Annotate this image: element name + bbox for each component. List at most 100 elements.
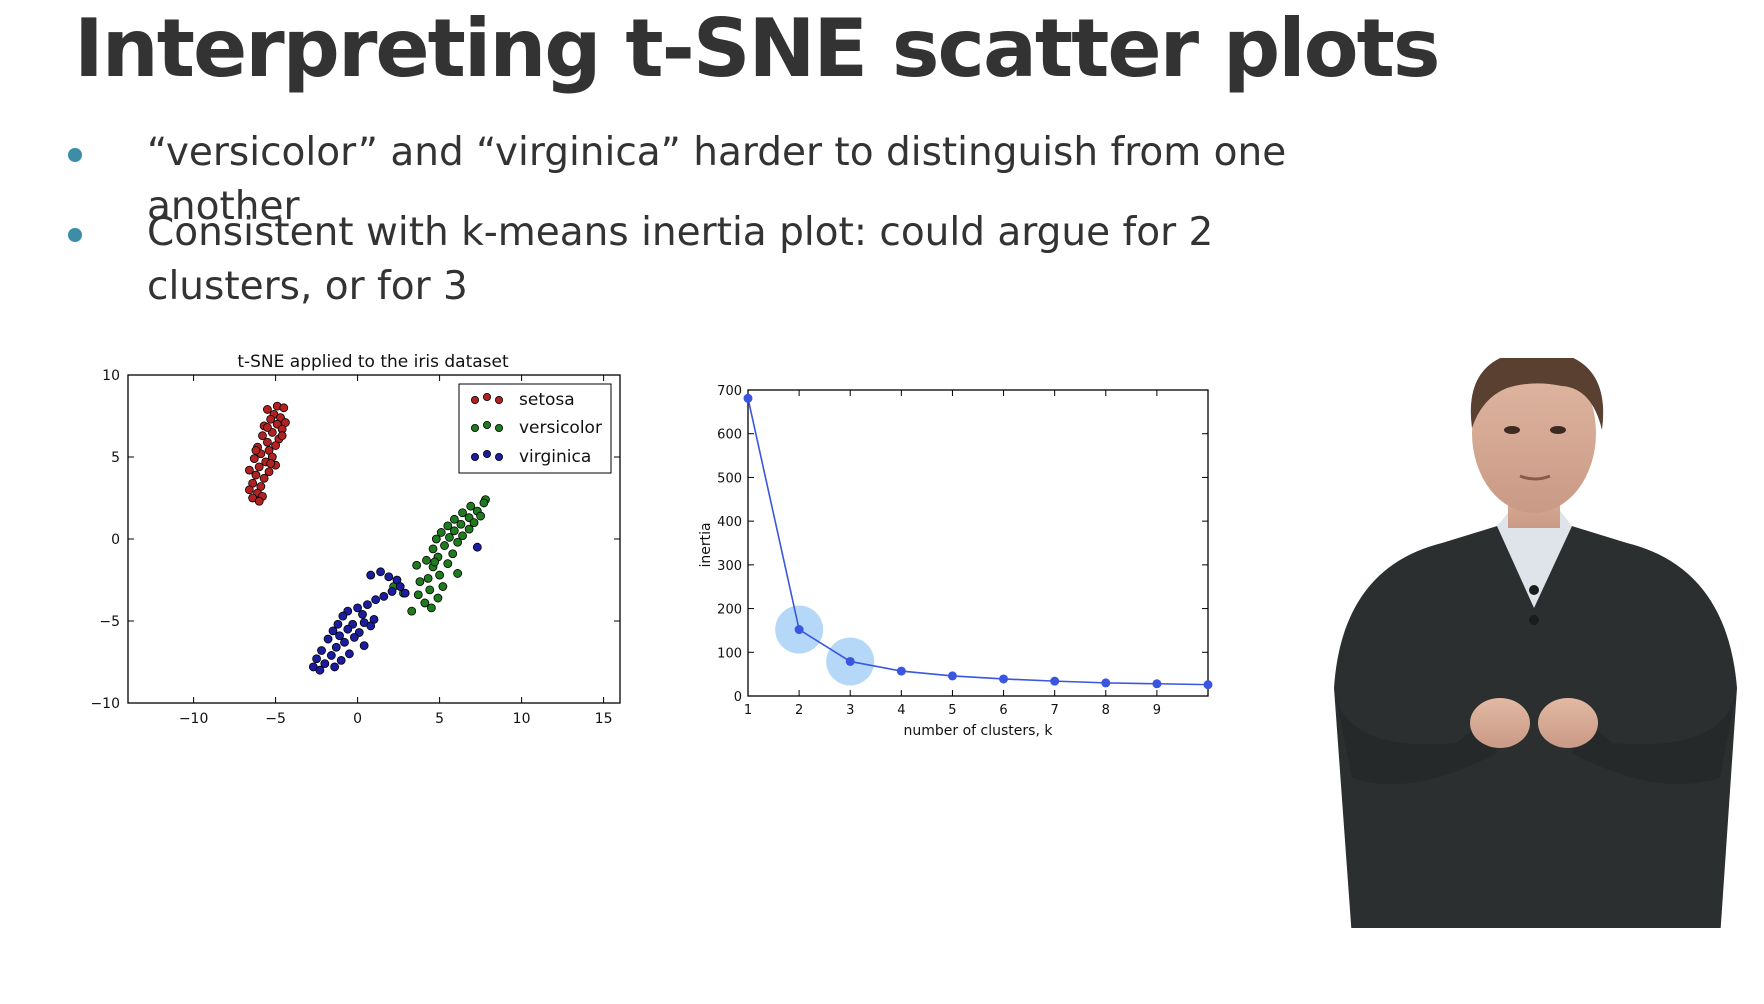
point-versicolor	[412, 560, 422, 570]
point-virginica	[340, 637, 349, 647]
legend: setosa versicolor virginica	[458, 383, 612, 474]
inertia-point	[743, 393, 753, 403]
inertia-elbow-chart: 1 2 3 4 5 6 7 8 9 0 100 200 300 400 500 600 700 number o…	[698, 384, 1213, 739]
point-virginica	[358, 610, 367, 619]
point-virginica	[359, 641, 369, 651]
point-setosa	[258, 431, 267, 441]
y-tick-label: 0	[734, 690, 742, 705]
x-tick-label: 2	[795, 703, 803, 718]
point-setosa	[244, 465, 254, 475]
point-versicolor	[456, 519, 466, 529]
inertia-point	[1152, 679, 1162, 689]
y-tick-label: 700	[717, 384, 742, 399]
point-versicolor	[428, 544, 438, 554]
bullet-item: “versicolor” and “virginica” harder to d…	[147, 130, 1287, 229]
presenter-arm	[1334, 688, 1497, 785]
inertia-point	[999, 674, 1009, 684]
point-versicolor	[422, 555, 431, 565]
point-virginica	[376, 567, 385, 577]
point-setosa	[264, 467, 274, 477]
point-setosa	[266, 459, 276, 468]
point-virginica	[312, 654, 322, 664]
y-tick-label: 10	[102, 368, 120, 384]
presenter-mouth	[1519, 474, 1551, 481]
y-axis-label: inertia	[698, 522, 714, 567]
point-setosa	[251, 470, 261, 480]
point-virginica	[315, 665, 325, 675]
presenter-body	[1334, 523, 1737, 928]
point-versicolor	[445, 532, 454, 542]
presenter-hand	[1470, 698, 1530, 748]
x-tick-label: −5	[265, 711, 286, 727]
inertia-point	[1203, 680, 1213, 690]
point-setosa	[279, 403, 289, 413]
legend-marker-setosa	[470, 396, 479, 405]
point-versicolor	[443, 521, 453, 531]
legend-marker-virginica	[470, 453, 479, 462]
point-setosa	[259, 473, 269, 483]
chart-title: t-SNE applied to the iris dataset	[237, 352, 509, 372]
point-virginica	[384, 572, 394, 582]
bullet-dot	[68, 228, 82, 242]
point-setosa	[251, 446, 261, 455]
presenter-arm	[1572, 688, 1737, 785]
y-tick-label: −10	[90, 696, 120, 712]
point-versicolor	[443, 559, 453, 569]
point-versicolor	[453, 569, 463, 578]
legend-label-setosa: setosa	[519, 390, 575, 410]
inertia-point	[947, 671, 957, 681]
legend-label-virginica: virginica	[519, 447, 591, 467]
presenter-eye	[1504, 426, 1520, 434]
point-virginica	[379, 591, 389, 601]
point-virginica	[328, 626, 338, 636]
y-tick-label: −5	[99, 614, 120, 630]
x-tick-label: 0	[353, 711, 362, 727]
presenter-hair	[1470, 358, 1604, 430]
x-tick-label: 4	[897, 703, 905, 718]
bullet-item: Consistent with k-means inertia plot: co…	[147, 210, 1214, 309]
legend-marker-setosa	[482, 393, 491, 402]
point-setosa	[277, 431, 287, 441]
point-versicolor	[458, 508, 467, 518]
point-setosa	[262, 405, 272, 414]
point-versicolor	[436, 528, 446, 537]
presenter-hand	[1538, 698, 1598, 748]
x-tick-label: 3	[846, 703, 854, 718]
inertia-point	[896, 666, 906, 676]
x-tick-label: 5	[948, 703, 956, 718]
point-virginica	[331, 642, 341, 652]
plot-area	[747, 389, 1209, 697]
point-versicolor	[458, 531, 467, 541]
point-virginica	[472, 542, 482, 552]
point-virginica	[343, 624, 353, 634]
point-virginica	[326, 651, 336, 660]
legend-marker-versicolor	[494, 424, 503, 433]
point-versicolor	[435, 570, 445, 580]
y-tick-label: 600	[717, 428, 742, 443]
point-versicolor	[440, 541, 449, 550]
point-virginica	[333, 619, 343, 629]
y-tick-label: 200	[717, 603, 742, 618]
points-group	[244, 401, 490, 675]
point-setosa	[266, 414, 276, 424]
point-setosa	[254, 496, 264, 506]
line-group	[743, 393, 1213, 690]
point-versicolor	[407, 606, 417, 616]
x-tick-label: −10	[179, 711, 209, 727]
point-versicolor	[453, 537, 463, 547]
slide-title: Interpreting t-SNE scatter plots	[74, 2, 1440, 95]
point-versicolor	[438, 582, 448, 591]
point-virginica	[344, 649, 354, 659]
point-versicolor	[425, 585, 435, 595]
presenter-button	[1529, 615, 1539, 625]
presenter-collar	[1497, 508, 1572, 608]
bullet-dot	[68, 148, 82, 162]
legend-marker-versicolor	[482, 421, 491, 430]
presenter-eye	[1550, 426, 1566, 434]
x-tick-label: 7	[1051, 703, 1059, 718]
presenter-button	[1529, 585, 1539, 595]
legend-label-versicolor: versicolor	[519, 418, 602, 438]
tick-group: 1 2 3 4 5 6 7 8 9 0 100 200 300 400 500 600 700	[717, 384, 1208, 718]
x-axis-label: number of clusters, k	[904, 723, 1054, 739]
point-versicolor	[420, 598, 430, 608]
